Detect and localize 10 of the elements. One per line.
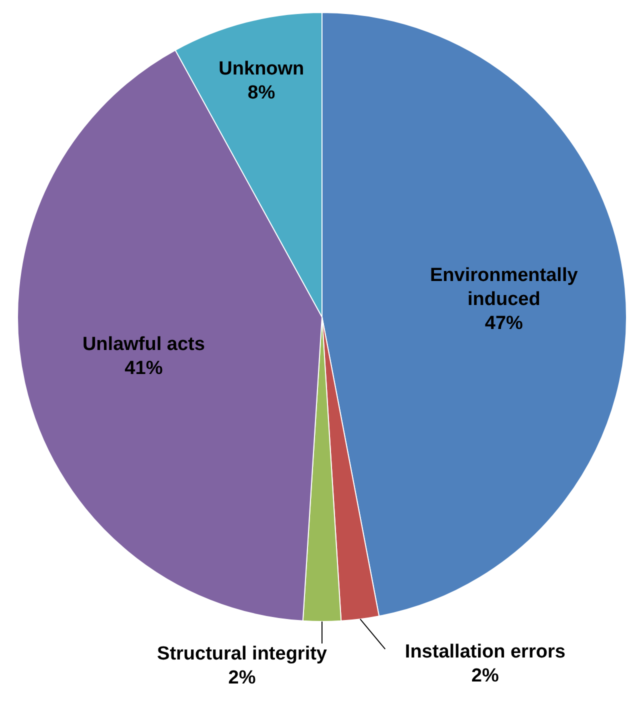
slice-label: Environmentally induced — [430, 265, 578, 310]
slice-label: Unknown — [218, 58, 304, 80]
data-label: 41% — [124, 358, 163, 380]
slice-label: Installation errors — [404, 641, 566, 662]
slice-label: Unlawful acts — [82, 334, 205, 356]
data-label: 2% — [471, 665, 499, 686]
data-label: 47% — [484, 313, 524, 334]
data-label: 8% — [248, 82, 276, 104]
data-label: 2% — [228, 668, 256, 689]
slice-label: Structural integrity — [157, 644, 328, 665]
